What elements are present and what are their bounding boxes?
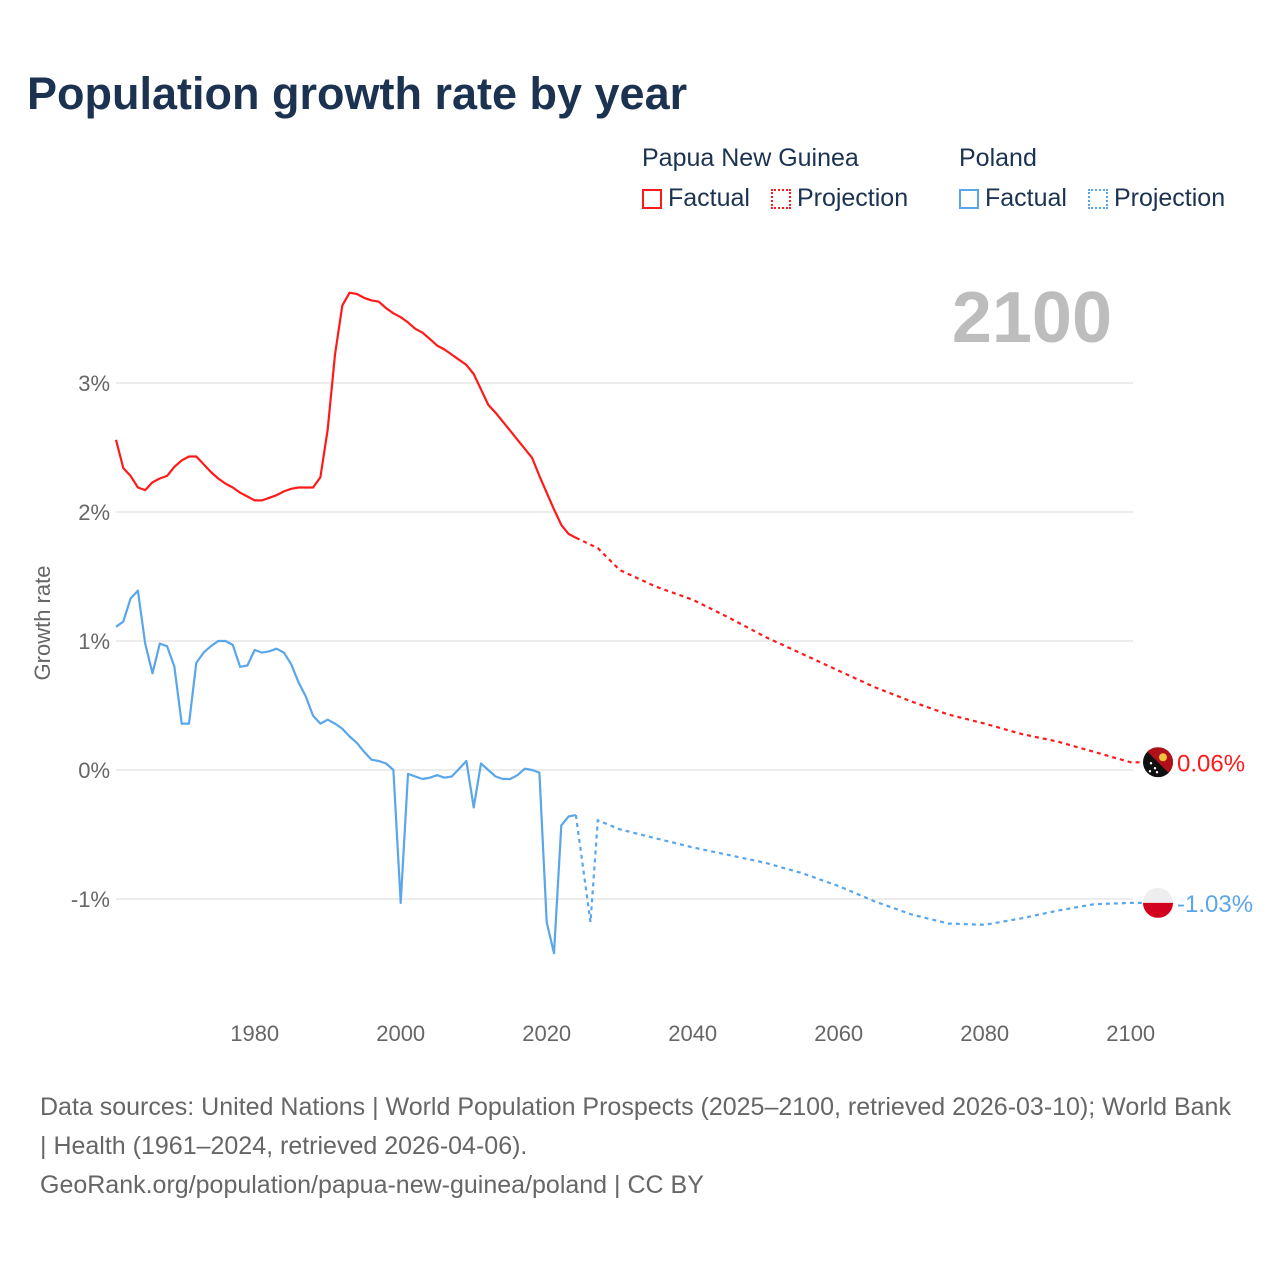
factual-line-papua-new-guinea [114,291,577,539]
y-tick-label: -1% [71,887,110,912]
footer: Data sources: United Nations | World Pop… [40,1088,1240,1205]
x-tick-label: 1980 [230,1021,279,1046]
chart-plot: -1%0%1%2%3%1980 2000 2020 2040 2060 2080 2100 … [30,278,1253,1046]
flag-star [1155,771,1159,774]
x-tick-label: 2040 [668,1021,717,1046]
flag-bird [1159,753,1167,762]
x-tick-label: 2020 [522,1021,571,1046]
flag-poland-icon [1143,887,1173,918]
legend-swatch [1087,188,1108,209]
y-tick-label: 3% [78,371,110,396]
legend-swatch [642,188,662,209]
factual-line-poland [115,589,577,955]
data-sources: Data sources: United Nations | World Pop… [40,1093,1231,1160]
legend-label: Factual [668,184,750,212]
legend-item-poland-projection[interactable]: Projection [1087,184,1226,213]
chart-title: Population growth rate by year [27,68,688,119]
x-tick-label: 2080 [960,1021,1009,1046]
projection-line-papua-new-guinea [575,536,1145,764]
source-link[interactable]: GeoRank.org/population/papua-new-guinea/… [40,1171,704,1199]
end-value-label: 0.06% [1177,750,1245,777]
legend-item-png-projection[interactable]: Projection [770,184,909,213]
x-tick-label: 2000 [376,1021,425,1046]
legend-swatch [770,188,791,209]
flag-papua-new-guinea-icon [1143,747,1173,778]
flag-star [1153,767,1157,770]
legend-group-name: Papua New Guinea [642,144,859,172]
x-tick-label: 2100 [1106,1021,1155,1046]
y-axis-label: Growth rate [30,566,55,681]
legend-group-name: Poland [959,144,1037,172]
flag-star [1148,770,1152,773]
legend-label: Projection [796,184,909,212]
projection-line-poland [574,814,1145,926]
end-value-label: -1.03% [1177,891,1253,918]
legend-label: Factual [985,184,1067,212]
legend-item-poland-factual[interactable]: Factual [959,184,1067,213]
legend-group-png: Papua New Guinea Factual Projection [642,144,922,216]
x-tick-label: 2060 [814,1021,863,1046]
flag-star [1149,762,1153,765]
y-tick-label: 0% [78,758,110,783]
legend-item-png-factual[interactable]: Factual [642,184,750,213]
y-tick-label: 2% [78,500,110,525]
y-tick-label: 1% [78,629,110,654]
legend-label: Projection [1113,184,1226,212]
flag-red [1143,902,1173,918]
current-year-label: 2100 [952,278,1112,358]
legend-group-poland: Poland Factual Projection [959,144,1239,216]
legend-swatch [959,188,979,209]
flag-white [1143,887,1173,903]
